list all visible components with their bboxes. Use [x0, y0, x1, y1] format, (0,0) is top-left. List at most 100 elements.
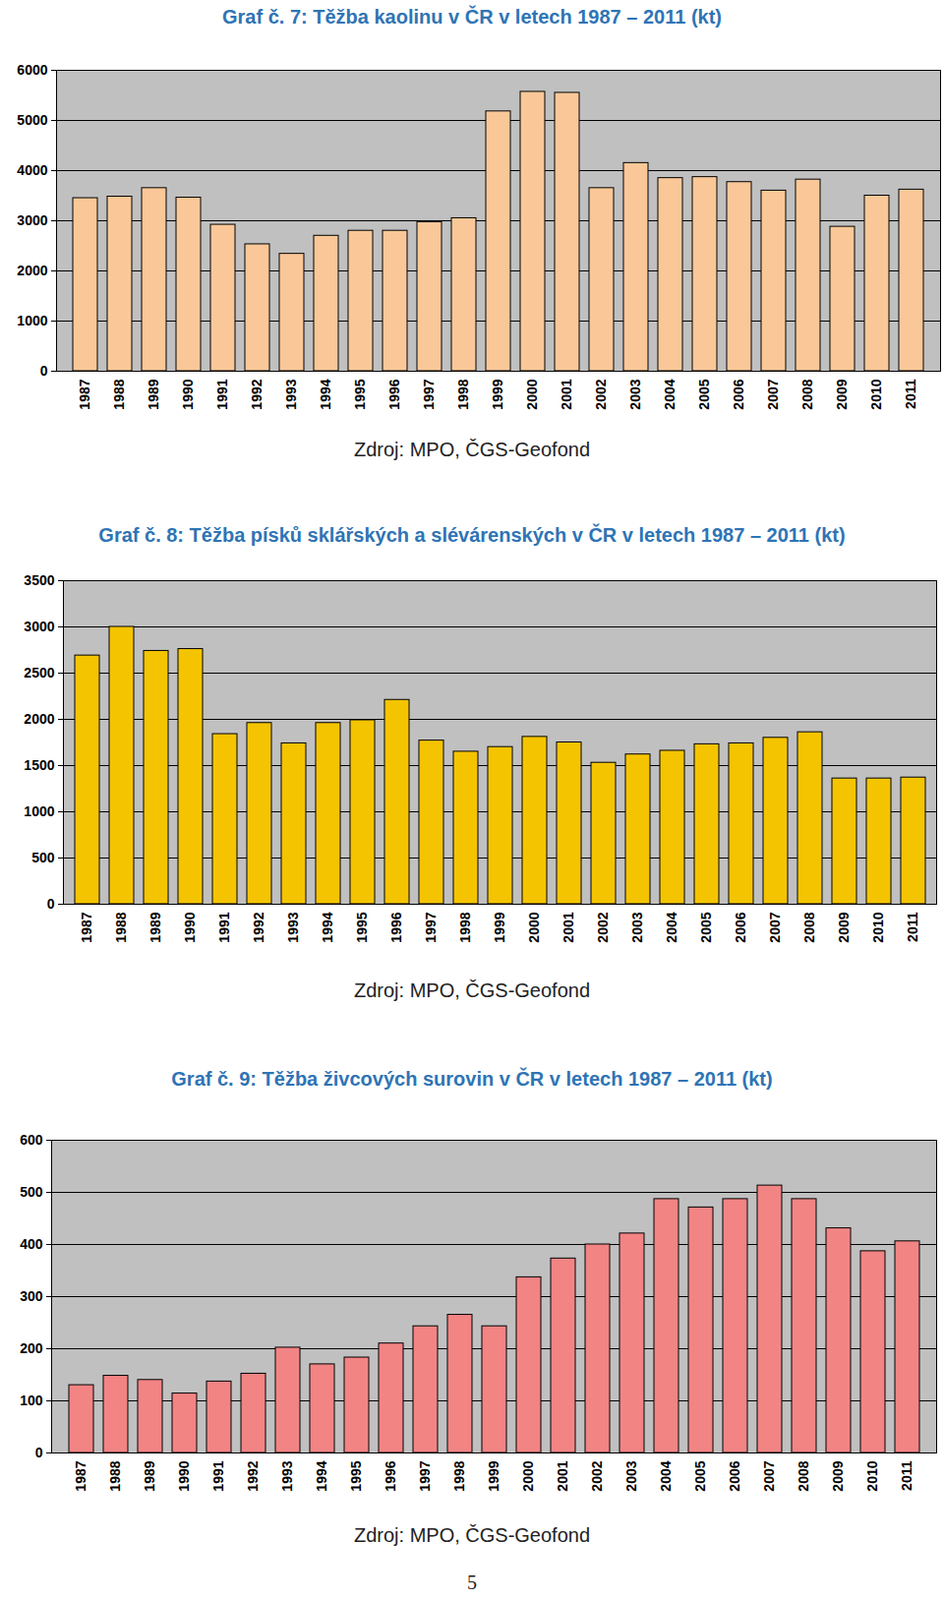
svg-text:1993: 1993 — [285, 911, 301, 943]
html-text:Zdroj: MPO, ČGS-Geofond: Zdroj: MPO, ČGS-Geofond — [354, 438, 590, 461]
svg-text:1990: 1990 — [176, 1460, 192, 1491]
svg-text:5000: 5000 — [16, 112, 48, 128]
html-text:Graf č. 7: Těžba kaolinu v ČR: Graf č. 7: Těžba kaolinu v ČR v letech 1… — [222, 5, 722, 28]
svg-text:1993: 1993 — [283, 378, 299, 410]
svg-text:2003: 2003 — [627, 378, 644, 410]
svg-text:2011: 2011 — [898, 1460, 915, 1491]
svg-text:1998: 1998 — [451, 1460, 468, 1491]
svg-text:2009: 2009 — [833, 378, 850, 410]
svg-text:1995: 1995 — [354, 911, 370, 943]
svg-text:1988: 1988 — [107, 1460, 123, 1491]
svg-text:2003: 2003 — [623, 1460, 640, 1491]
svg-text:1990: 1990 — [179, 378, 196, 410]
svg-text:2002: 2002 — [594, 911, 611, 943]
svg-text:300: 300 — [19, 1288, 44, 1304]
svg-text:1000: 1000 — [23, 803, 55, 820]
svg-text:2008: 2008 — [795, 1460, 812, 1491]
svg-text:1989: 1989 — [141, 1460, 158, 1491]
svg-text:2000: 2000 — [23, 710, 55, 727]
svg-text:1995: 1995 — [352, 378, 368, 410]
svg-text:500: 500 — [31, 849, 56, 866]
svg-text:2001: 2001 — [558, 378, 575, 410]
svg-text:1998: 1998 — [457, 911, 473, 943]
svg-text:1997: 1997 — [420, 378, 437, 410]
svg-text:2000: 2000 — [520, 1460, 536, 1491]
svg-text:1991: 1991 — [214, 378, 231, 410]
svg-text:2002: 2002 — [592, 378, 609, 410]
svg-text:1992: 1992 — [244, 1460, 261, 1491]
svg-text:2007: 2007 — [761, 1460, 777, 1491]
svg-text:2001: 2001 — [554, 1460, 571, 1491]
svg-text:1987: 1987 — [76, 378, 93, 410]
svg-text:2006: 2006 — [726, 1460, 743, 1491]
svg-text:0: 0 — [40, 362, 49, 379]
svg-text:200: 200 — [19, 1340, 44, 1357]
svg-text:2006: 2006 — [730, 378, 747, 410]
svg-text:1996: 1996 — [386, 378, 403, 410]
svg-text:100: 100 — [19, 1392, 44, 1409]
svg-text:1992: 1992 — [250, 911, 267, 943]
svg-text:1991: 1991 — [216, 911, 233, 943]
svg-text:1988: 1988 — [113, 911, 129, 943]
svg-text:0: 0 — [47, 895, 56, 912]
svg-text:2006: 2006 — [732, 911, 749, 943]
svg-text:600: 600 — [19, 1131, 44, 1148]
svg-text:2500: 2500 — [23, 664, 55, 681]
svg-text:1997: 1997 — [422, 911, 439, 943]
svg-text:1990: 1990 — [181, 911, 198, 943]
svg-text:2008: 2008 — [799, 378, 816, 410]
svg-text:1998: 1998 — [455, 378, 472, 410]
svg-text:1987: 1987 — [72, 1460, 89, 1491]
svg-text:0: 0 — [35, 1444, 44, 1461]
svg-text:1989: 1989 — [147, 911, 164, 943]
svg-text:2010: 2010 — [864, 1460, 881, 1491]
svg-text:1999: 1999 — [485, 1460, 502, 1491]
svg-text:500: 500 — [19, 1183, 44, 1200]
svg-text:1000: 1000 — [16, 312, 48, 329]
svg-text:3000: 3000 — [16, 212, 48, 229]
svg-text:2011: 2011 — [902, 378, 919, 410]
svg-text:2000: 2000 — [526, 911, 542, 943]
svg-text:1997: 1997 — [416, 1460, 433, 1491]
svg-text:2003: 2003 — [629, 911, 646, 943]
svg-text:1999: 1999 — [491, 911, 508, 943]
svg-text:3500: 3500 — [23, 572, 55, 589]
svg-text:1996: 1996 — [388, 911, 405, 943]
svg-text:2005: 2005 — [698, 911, 714, 943]
svg-text:1996: 1996 — [382, 1460, 399, 1491]
svg-text:2011: 2011 — [904, 911, 921, 943]
svg-text:2005: 2005 — [692, 1460, 708, 1491]
svg-text:1992: 1992 — [248, 378, 265, 410]
svg-text:1994: 1994 — [319, 911, 336, 943]
svg-text:2000: 2000 — [16, 262, 48, 279]
svg-text:2005: 2005 — [696, 378, 712, 410]
svg-text:2010: 2010 — [868, 378, 885, 410]
svg-text:2010: 2010 — [870, 911, 886, 943]
svg-text:1989: 1989 — [145, 378, 162, 410]
html-text:Zdroj: MPO, ČGS-Geofond: Zdroj: MPO, ČGS-Geofond — [354, 979, 590, 1002]
svg-text:1994: 1994 — [317, 378, 334, 410]
svg-text:1991: 1991 — [210, 1460, 227, 1491]
svg-text:1500: 1500 — [23, 757, 55, 773]
svg-text:2009: 2009 — [829, 1460, 846, 1491]
svg-text:2007: 2007 — [765, 378, 781, 410]
svg-text:2009: 2009 — [835, 911, 852, 943]
svg-text:2004: 2004 — [661, 378, 678, 410]
svg-text:2004: 2004 — [663, 911, 680, 943]
svg-text:1987: 1987 — [78, 911, 95, 943]
svg-text:1993: 1993 — [279, 1460, 295, 1491]
svg-text:2002: 2002 — [589, 1460, 605, 1491]
svg-text:1994: 1994 — [313, 1460, 330, 1491]
svg-text:2007: 2007 — [767, 911, 783, 943]
svg-text:1988: 1988 — [111, 378, 127, 410]
svg-text:1995: 1995 — [348, 1460, 364, 1491]
svg-text:400: 400 — [19, 1236, 44, 1252]
svg-text:6000: 6000 — [16, 61, 48, 78]
svg-text:2000: 2000 — [524, 378, 540, 410]
svg-text:3000: 3000 — [23, 618, 55, 635]
svg-text:1999: 1999 — [489, 378, 506, 410]
svg-text:2004: 2004 — [657, 1460, 674, 1491]
svg-text:2001: 2001 — [560, 911, 577, 943]
svg-text:4000: 4000 — [16, 162, 48, 178]
svg-text:2008: 2008 — [801, 911, 818, 943]
